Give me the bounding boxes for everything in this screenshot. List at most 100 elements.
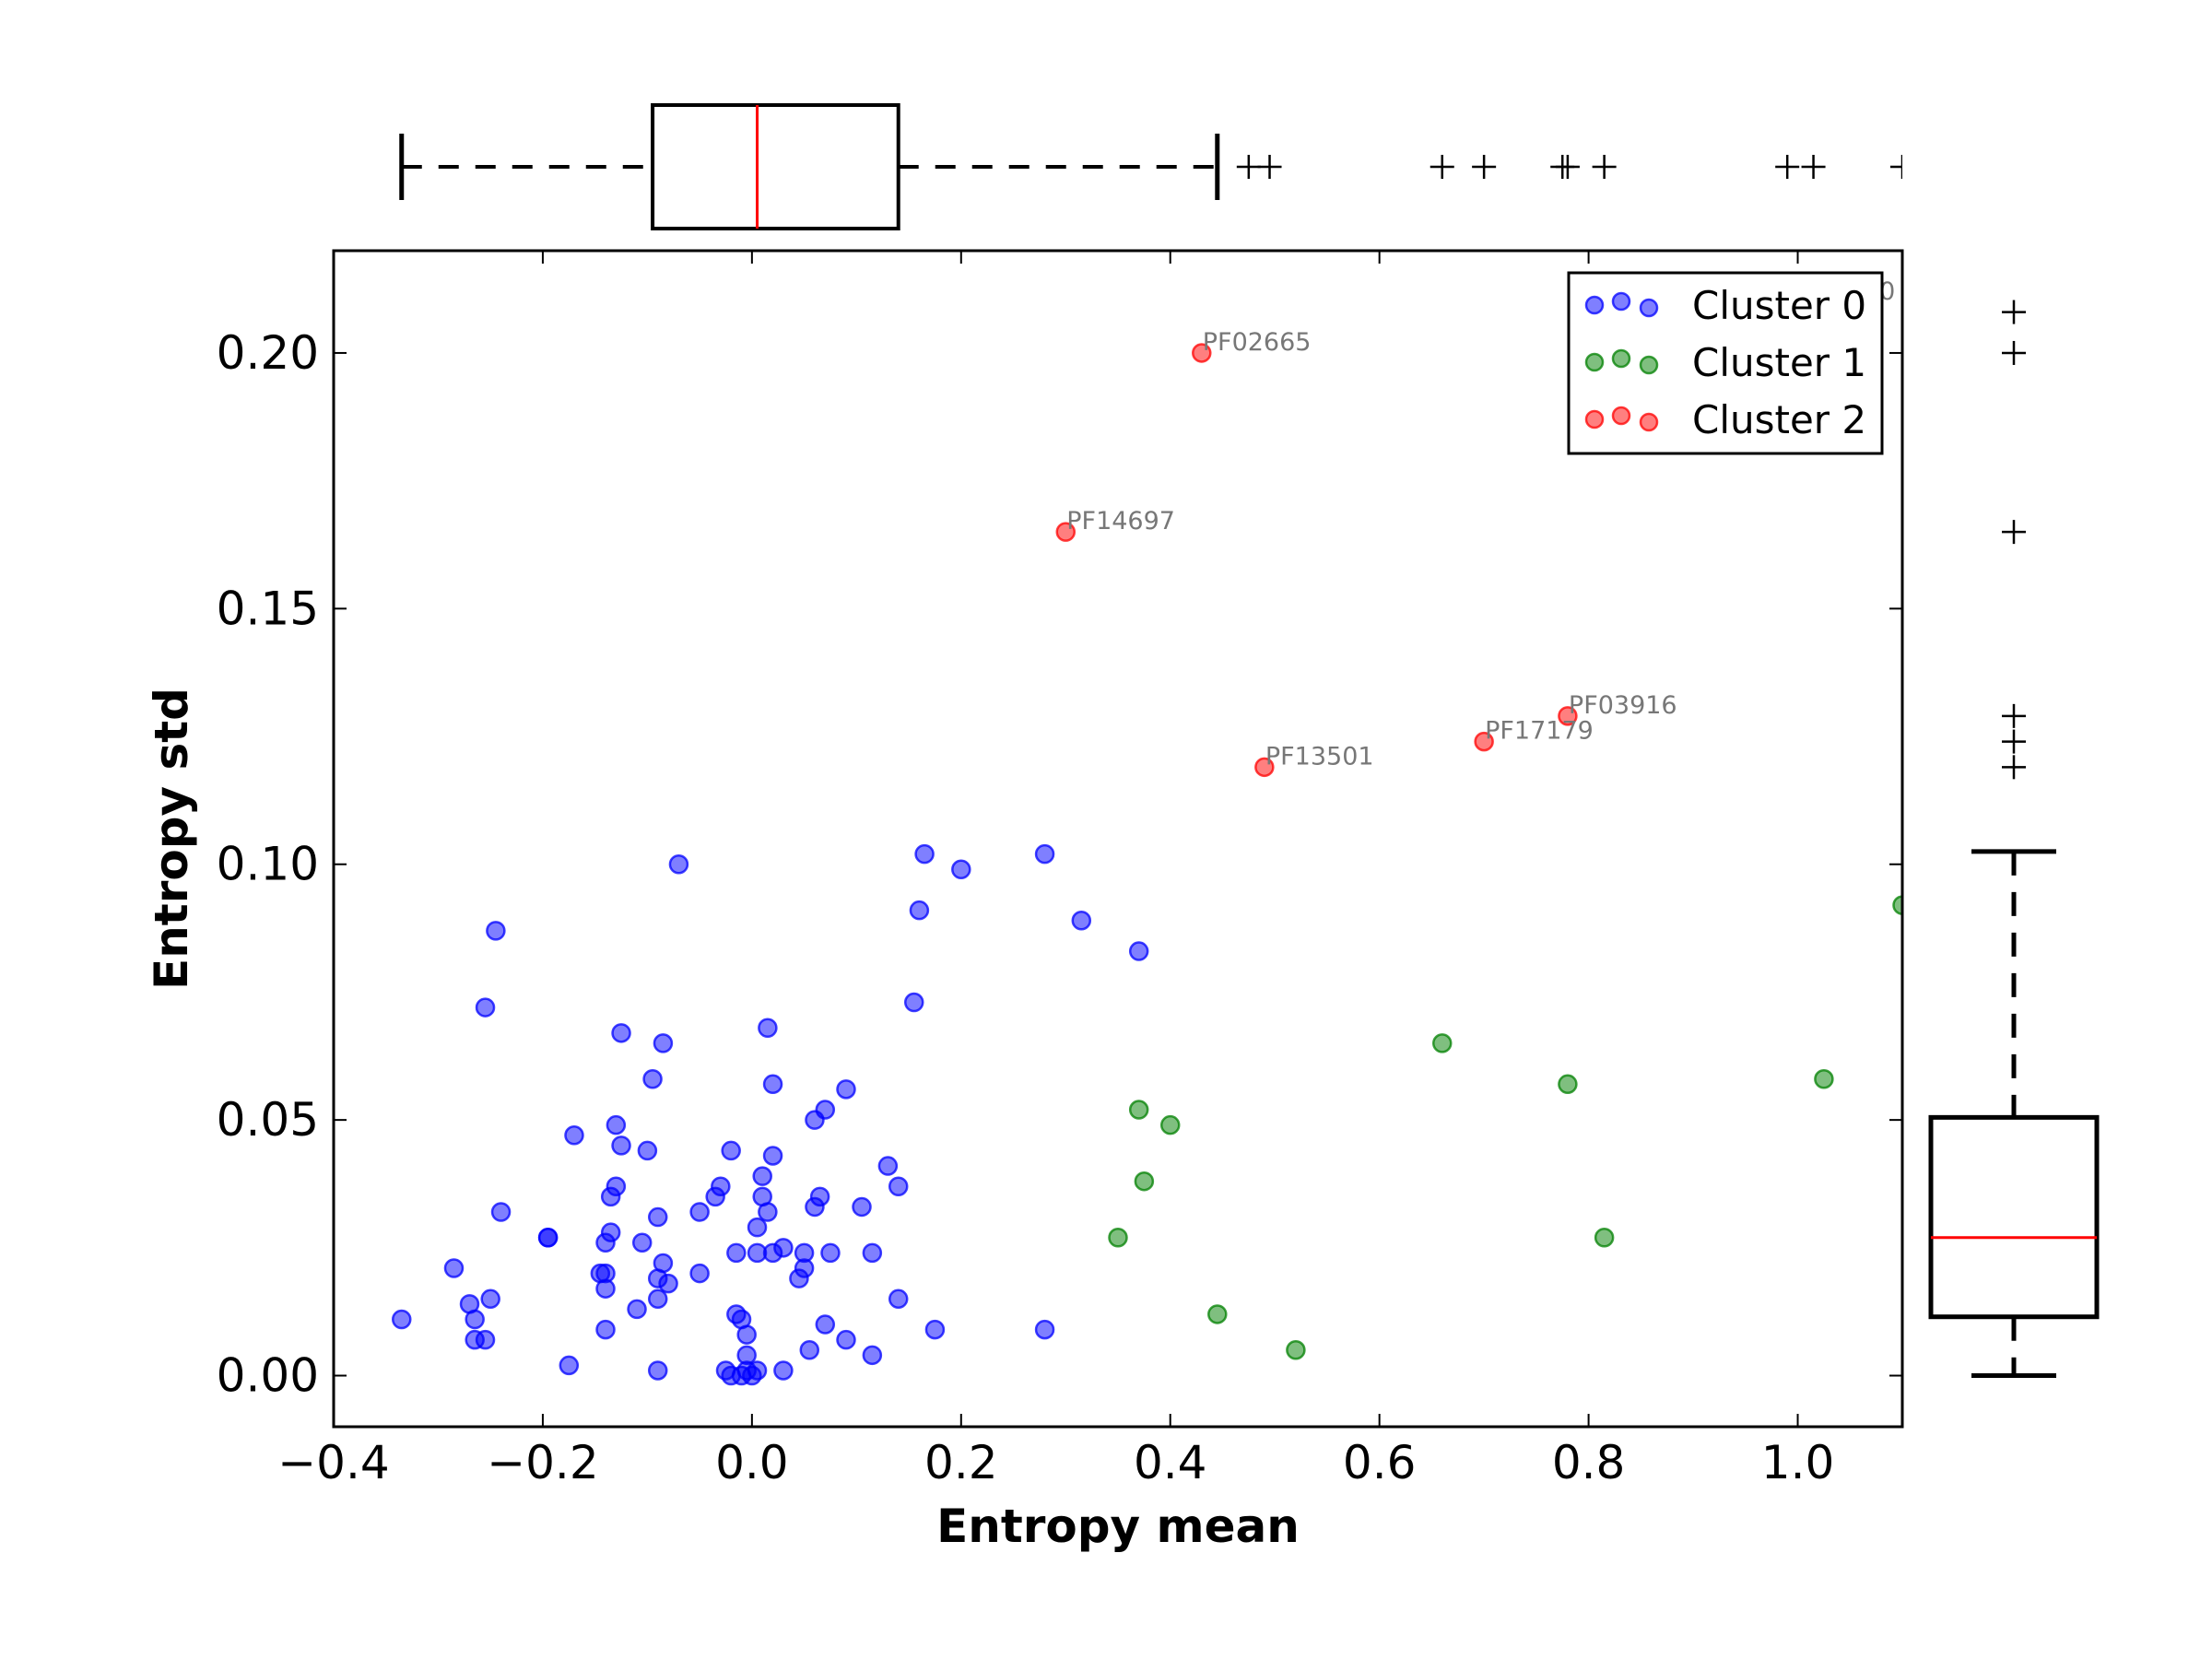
data-point <box>443 1258 465 1278</box>
y-tick-label: 0.00 <box>217 1349 319 1403</box>
data-point <box>1207 1304 1228 1324</box>
data-point <box>758 1018 778 1039</box>
data-point <box>862 1345 883 1366</box>
data-point <box>653 1033 674 1053</box>
data-point <box>1474 731 1494 752</box>
data-point <box>689 1202 710 1222</box>
data-point <box>1594 1227 1615 1248</box>
data-point <box>486 921 506 941</box>
data-point <box>888 1288 909 1310</box>
point-annotations: PF02665PF14697PF13501PF17179PF03916PF0 <box>1066 277 1895 771</box>
data-point <box>595 1263 616 1284</box>
data-point <box>773 1238 794 1258</box>
point-label: PF03916 <box>1569 691 1677 720</box>
data-point <box>392 1309 412 1330</box>
point-label: PF14697 <box>1066 507 1175 535</box>
legend-marker <box>1584 352 1605 372</box>
data-point <box>465 1309 485 1330</box>
legend-marker <box>1639 298 1659 318</box>
data-point <box>606 1114 627 1135</box>
data-point <box>877 1156 899 1176</box>
legend-marker <box>1611 406 1631 426</box>
top-outliers <box>1236 155 1902 179</box>
data-point <box>627 1299 647 1320</box>
data-point <box>1892 895 1902 915</box>
legend-marker <box>1611 291 1631 312</box>
x-tick-label: −0.2 <box>487 1436 598 1489</box>
legend: Cluster 0 Cluster 1 Cluster 2 <box>1567 271 1884 455</box>
data-point <box>888 1176 909 1197</box>
data-point <box>1128 1100 1149 1120</box>
data-point <box>475 997 496 1018</box>
data-point <box>647 1288 668 1310</box>
data-point <box>490 1202 512 1222</box>
data-point <box>475 1329 496 1350</box>
data-point <box>747 1360 768 1381</box>
data-point <box>903 992 924 1013</box>
data-point <box>559 1355 580 1376</box>
point-label: PF17179 <box>1485 717 1594 746</box>
legend-marker <box>1639 412 1659 432</box>
legend-label: Cluster 0 <box>1692 283 1866 328</box>
data-point <box>537 1227 559 1248</box>
x-tick-label: 0.8 <box>1552 1436 1626 1489</box>
data-point <box>836 1329 856 1350</box>
axis-ticks: −0.4 −0.2 0.0 0.2 0.4 0.6 0.8 1.0 0.00 0.05 0.10 0.… <box>217 251 1902 1489</box>
data-point <box>1431 1033 1453 1053</box>
data-point <box>799 1340 820 1360</box>
x-tick-label: 0.2 <box>924 1436 998 1489</box>
right-boxplot <box>1928 300 2100 1379</box>
legend-marker <box>1584 409 1605 429</box>
data-point <box>1286 1340 1306 1360</box>
data-point <box>1814 1068 1834 1089</box>
data-point <box>852 1196 872 1218</box>
legend-marker <box>1639 355 1659 375</box>
data-point <box>1558 706 1578 726</box>
data-point <box>820 1242 841 1264</box>
legend-label: Cluster 1 <box>1692 340 1866 385</box>
data-point <box>747 1217 768 1238</box>
x-tick-label: −0.4 <box>277 1436 389 1489</box>
legend-marker <box>1584 295 1605 315</box>
data-point <box>794 1242 815 1264</box>
x-tick-label: 0.4 <box>1134 1436 1207 1489</box>
data-point <box>721 1140 741 1161</box>
data-point <box>762 1146 783 1166</box>
data-point <box>1034 843 1055 865</box>
x-axis-title: Entropy mean <box>936 1500 1300 1553</box>
data-point <box>647 1360 668 1381</box>
data-point <box>1159 1114 1181 1135</box>
data-point <box>637 1140 658 1161</box>
data-point <box>726 1242 747 1264</box>
data-point <box>711 1176 731 1197</box>
data-point <box>809 1186 830 1207</box>
data-point <box>668 853 689 875</box>
data-point <box>924 1319 946 1340</box>
data-point <box>762 1074 783 1095</box>
scatter-points <box>392 343 1902 1386</box>
data-point <box>606 1176 627 1197</box>
point-label: PF13501 <box>1265 742 1374 771</box>
data-point <box>611 1023 631 1043</box>
y-axis-title: Entropy std <box>145 688 198 990</box>
data-point <box>862 1242 883 1264</box>
legend-marker <box>1611 348 1631 369</box>
data-point <box>1558 1074 1578 1095</box>
data-point <box>564 1125 584 1146</box>
data-point <box>758 1202 778 1222</box>
data-point <box>642 1068 663 1089</box>
top-box <box>651 103 900 230</box>
data-point <box>1134 1171 1155 1192</box>
data-point <box>736 1324 757 1345</box>
data-point <box>815 1314 836 1335</box>
y-tick-label: 0.10 <box>217 838 319 891</box>
data-point <box>480 1288 500 1310</box>
data-point <box>1055 522 1077 542</box>
data-point <box>689 1263 710 1284</box>
data-point <box>1071 911 1092 931</box>
data-point <box>658 1273 678 1294</box>
data-point <box>653 1253 674 1274</box>
x-tick-label: 0.0 <box>715 1436 789 1489</box>
plot-frame <box>332 249 1904 1429</box>
